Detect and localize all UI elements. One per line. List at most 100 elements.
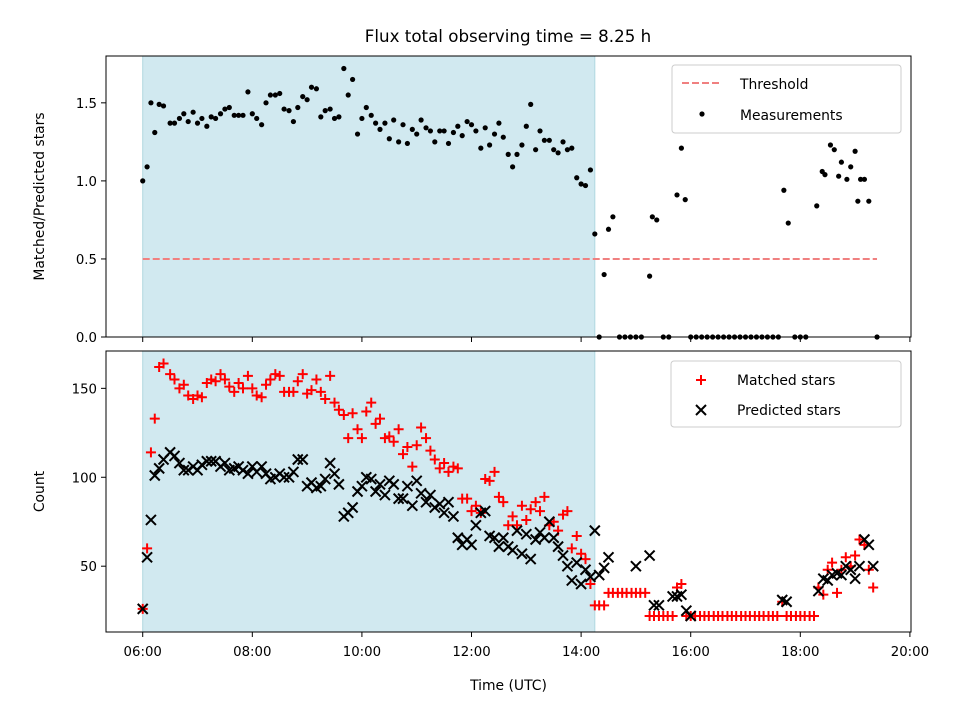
- measurement-point: [423, 125, 429, 131]
- matched-star-point: [521, 514, 532, 525]
- matched-star-point: [411, 440, 422, 451]
- matched-star-point: [585, 578, 596, 589]
- measurement-point: [844, 176, 850, 182]
- matched-star-point: [178, 379, 189, 390]
- predicted-star-point: [593, 569, 605, 581]
- measurement-point: [304, 97, 310, 103]
- matched-star-point: [809, 610, 820, 621]
- matched-star-point: [676, 578, 687, 589]
- predicted-star-point: [153, 462, 165, 475]
- predicted-star-point: [369, 485, 382, 498]
- matched-star-point: [429, 454, 440, 465]
- matched-star-point: [165, 369, 176, 380]
- matched-star-point: [366, 397, 377, 408]
- measurement-point: [432, 139, 438, 145]
- xtick-label: 10:00: [343, 645, 381, 660]
- predicted-star-point: [442, 496, 455, 508]
- top-ytick-label: 1.5: [76, 97, 97, 112]
- measurement-point: [437, 128, 443, 134]
- predicted-star-point: [379, 489, 391, 501]
- predicted-star-point: [584, 571, 597, 583]
- predicted-star-point: [178, 464, 190, 476]
- predicted-star-point: [479, 505, 491, 517]
- matched-star-point: [196, 392, 207, 403]
- measurement-point: [537, 128, 543, 134]
- measurement-point: [519, 142, 525, 148]
- legend-measurements-label: Measurements: [740, 108, 843, 124]
- measurement-point: [386, 136, 392, 142]
- measurement-point: [601, 271, 607, 278]
- matched-star-point: [425, 445, 436, 456]
- matched-star-point: [452, 463, 463, 474]
- measurement-point: [459, 133, 465, 139]
- measurement-point: [582, 182, 589, 189]
- measurement-point: [523, 123, 529, 129]
- predicted-star-point: [630, 560, 642, 572]
- measurement-point: [148, 100, 154, 106]
- measurement-point: [785, 220, 791, 226]
- measurement-point: [345, 92, 351, 98]
- predicted-star-point: [205, 455, 217, 467]
- top-ytick-label: 0.0: [76, 331, 97, 346]
- matched-star-point: [356, 433, 367, 444]
- xlabel: Time (UTC): [469, 678, 547, 694]
- matched-star-point: [142, 543, 153, 554]
- matched-star-point: [384, 431, 395, 442]
- matched-star-point: [270, 369, 281, 380]
- top-ylabel: Matched/Predicted stars: [32, 112, 48, 280]
- measurement-point: [391, 117, 397, 123]
- predicted-star-point: [255, 460, 268, 473]
- measurement-point: [587, 167, 594, 173]
- measurement-point: [505, 151, 511, 157]
- measurement-point: [450, 129, 457, 136]
- measurement-point: [204, 123, 210, 129]
- measurement-point: [468, 122, 475, 128]
- predicted-star-point: [653, 599, 665, 612]
- predicted-star-point: [675, 588, 688, 601]
- predicted-star-point: [141, 551, 153, 564]
- predicted-star-point: [465, 539, 478, 551]
- matched-star-point: [251, 390, 262, 401]
- measurement-point: [852, 148, 858, 154]
- measurement-point: [156, 101, 162, 107]
- measurement-point: [377, 126, 383, 132]
- predicted-star-point: [812, 585, 825, 597]
- bottom-observing-span: [142, 350, 596, 633]
- measurement-point: [528, 101, 534, 107]
- xtick-label: 14:00: [562, 645, 600, 660]
- predicted-star-point: [411, 475, 423, 487]
- predicted-star-point: [315, 480, 327, 492]
- matched-star-point: [169, 374, 180, 385]
- predicted-star-point: [447, 510, 460, 523]
- measurement-point: [500, 134, 506, 140]
- matched-star-point: [489, 466, 500, 477]
- legend-predicted-label: Predicted stars: [737, 403, 841, 419]
- measurement-point: [455, 123, 461, 129]
- xtick-label: 18:00: [781, 645, 819, 660]
- measurement-point: [827, 142, 834, 148]
- measurement-point: [464, 118, 470, 125]
- measurement-point: [396, 139, 402, 145]
- measurement-point: [649, 214, 655, 220]
- measurement-point: [290, 118, 297, 125]
- measurement-point: [286, 108, 292, 114]
- measurement-point: [478, 145, 484, 151]
- measurement-point: [231, 112, 237, 118]
- bottom-ylabel: Count: [32, 470, 48, 512]
- matched-star-point: [292, 376, 303, 387]
- measurement-point: [857, 176, 864, 182]
- top-observing-span: [142, 55, 596, 338]
- predicted-star-point: [780, 596, 793, 608]
- predicted-star-point: [493, 540, 505, 553]
- predicted-star-point: [867, 560, 879, 572]
- measurement-point: [363, 104, 369, 111]
- matched-star-point: [265, 374, 276, 385]
- measurement-point: [277, 90, 283, 97]
- measurement-point: [176, 115, 183, 122]
- measurement-point: [855, 198, 861, 204]
- measurement-point: [322, 108, 328, 114]
- predicted-star-point: [589, 524, 601, 537]
- matched-star-point: [443, 466, 454, 477]
- matched-star-point: [539, 491, 550, 502]
- measurement-point: [236, 112, 242, 118]
